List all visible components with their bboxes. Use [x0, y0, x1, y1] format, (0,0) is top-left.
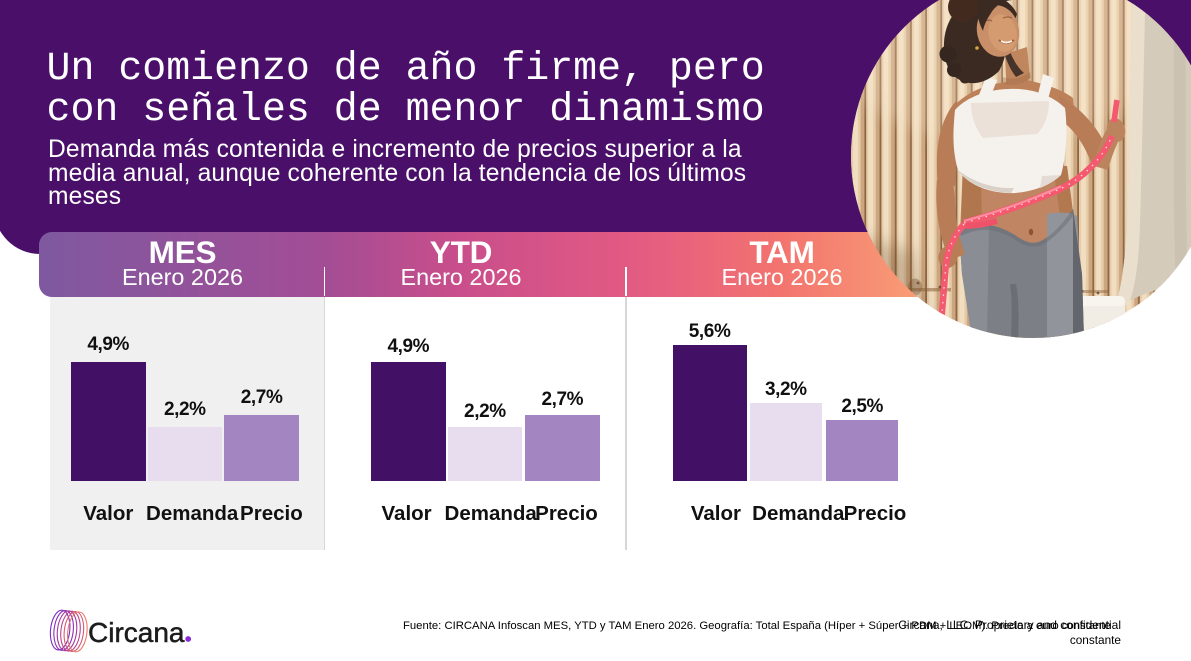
- svg-text:Circana: Circana: [88, 617, 185, 648]
